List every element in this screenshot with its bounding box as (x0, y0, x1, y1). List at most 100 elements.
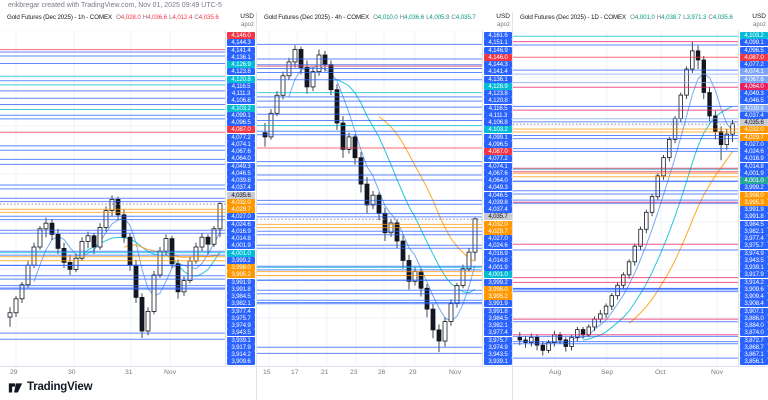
price-scale-label[interactable]: 4,144.3 (484, 61, 512, 68)
price-scale-label[interactable]: 3,995.2 (484, 293, 512, 300)
price-scale-label[interactable]: 3,999.2 (740, 184, 768, 192)
price-scale-label[interactable]: 3,998.0 (227, 264, 255, 271)
price-scale-label[interactable]: 4,024.6 (740, 148, 768, 155)
price-scale-label[interactable]: 4,027.0 (227, 213, 255, 221)
price-scale-label[interactable]: 3,977.4 (740, 235, 768, 242)
price-scale-label[interactable]: 4,067.6 (484, 169, 512, 177)
price-scale-label[interactable]: 4,074.1 (740, 68, 768, 76)
price-scale-label[interactable]: 4,096.5 (227, 119, 255, 126)
price-scale-label[interactable]: 4,123.8 (484, 90, 512, 97)
price-scale-label[interactable]: 4,046.5 (227, 169, 255, 177)
price-scale-label[interactable]: 4,146.0 (227, 32, 255, 39)
price-scale-label[interactable]: 3,977.4 (227, 307, 255, 315)
price-scale-label[interactable]: 4,106.8 (484, 119, 512, 126)
price-scale-label[interactable]: 3,984.5 (227, 293, 255, 300)
price-scale-label[interactable]: 4,029.7 (484, 227, 512, 235)
chart-panel-1h[interactable]: Gold Futures (Dec 2025) - 1h - COMEX O4,0… (0, 12, 256, 400)
time-scale[interactable]: Aug Sep Oct Nov (513, 366, 768, 380)
price-scale-label[interactable]: 3,982.1 (484, 322, 512, 329)
price-scale-label[interactable]: 3,975.7 (227, 314, 255, 322)
price-scale-label[interactable]: 3,914.2 (740, 278, 768, 286)
chart-panel-4h[interactable]: Gold Futures (Dec 2025) - 4h - COMEX O4,0… (256, 12, 513, 400)
price-scale-label[interactable]: 4,077.2 (484, 155, 512, 163)
symbol-title[interactable]: Gold Futures (Dec 2025) - 1h - COMEX (7, 14, 113, 21)
price-scale-label[interactable]: 4,161.6 (484, 32, 512, 39)
price-scale-label[interactable]: 4,027.0 (740, 140, 768, 148)
price-scale-label[interactable]: 4,037.4 (227, 184, 255, 192)
price-scale-label[interactable]: 3,991.9 (227, 278, 255, 286)
price-scale-label[interactable]: 4,049.3 (484, 184, 512, 192)
price-scale-label[interactable]: 4,064.0 (484, 177, 512, 184)
price-scale-label[interactable]: 3,872.7 (740, 336, 768, 344)
price-scale-label[interactable]: 3,995.2 (227, 271, 255, 279)
price-scale-label[interactable]: 4,032.0 (740, 126, 768, 134)
price-scale-label[interactable]: 3,977.4 (484, 329, 512, 337)
symbol-title[interactable]: Gold Futures (Dec 2025) - 4h - COMEX (264, 14, 370, 21)
price-scale-label[interactable]: 3,999.2 (227, 256, 255, 264)
price-scale-label[interactable]: 4,099.1 (484, 133, 512, 141)
price-scale-label[interactable]: 3,998.0 (740, 191, 768, 199)
price-scale-label[interactable]: 3,939.1 (227, 336, 255, 344)
chart-legend[interactable]: Gold Futures (Dec 2025) - 1h - COMEX O4,0… (7, 14, 221, 26)
price-scale-label[interactable]: 4,120.8 (227, 75, 255, 83)
price-scale-label[interactable]: 4,039.8 (484, 198, 512, 206)
price-scale-label[interactable]: 4,027.0 (484, 235, 512, 242)
price-scale-label[interactable]: 4,103.2 (227, 104, 255, 112)
price-scale-label[interactable]: 3,984.5 (484, 314, 512, 322)
price-scale-label[interactable]: 4,032.0 (227, 198, 255, 206)
price-scale-label[interactable]: 3,991.8 (484, 307, 512, 315)
price-scale-label[interactable]: 4,096.5 (484, 140, 512, 148)
current-price-label[interactable]: 4,035.6 (740, 119, 768, 126)
price-scale-label[interactable]: 3,867.1 (740, 351, 768, 358)
price-scale[interactable]: 4,146.0 4,144.3 4,141.4 4,136.1 4,126.9 4,123… (225, 30, 256, 366)
price-scale-label[interactable]: 3,909.6 (227, 358, 255, 366)
chart-legend[interactable]: Gold Futures (Dec 2025) - 4h - COMEX O4,0… (264, 14, 478, 26)
price-scale[interactable]: 4,103.2 4,099.1 4,096.5 4,087.0 4,077.2 4,074… (738, 30, 768, 366)
price-scale-label[interactable]: 3,998.0 (484, 285, 512, 293)
price-scale-label[interactable]: 3,868.7 (740, 343, 768, 351)
price-scale-label[interactable]: 4,111.3 (227, 90, 255, 97)
price-scale-label[interactable]: 3,991.8 (740, 213, 768, 221)
chart-legend[interactable]: Gold Futures (Dec 2025) - 1D - COMEX O4,0… (520, 14, 734, 26)
price-scale-label[interactable]: 4,116.5 (227, 82, 255, 90)
chart-plot[interactable] (0, 30, 225, 366)
price-scale-label[interactable]: 4,136.1 (227, 53, 255, 61)
time-scale[interactable]: 15 17 21 23 26 29 Nov (257, 366, 513, 380)
price-scale-label[interactable]: 3,908.4 (740, 300, 768, 308)
price-scale-label[interactable]: 4,032.0 (484, 220, 512, 228)
price-scale-label[interactable]: 4,077.2 (740, 61, 768, 68)
price-scale-label[interactable]: 4,001.0 (740, 177, 768, 184)
price-scale-label[interactable]: 4,103.2 (740, 32, 768, 39)
price-scale-label[interactable]: 3,943.5 (227, 329, 255, 337)
chart-plot[interactable] (257, 30, 482, 366)
price-scale-label[interactable]: 3,982.1 (227, 300, 255, 308)
price-scale-label[interactable]: 4,141.4 (227, 46, 255, 54)
price-scale-label[interactable]: 4,029.7 (740, 133, 768, 141)
price-scale-label[interactable]: 3,909.6 (740, 285, 768, 293)
price-scale-label[interactable]: 4,136.1 (484, 75, 512, 83)
price-scale-label[interactable]: 3,974.9 (740, 249, 768, 257)
price-scale-label[interactable]: 4,106.8 (227, 97, 255, 105)
price-scale-label[interactable]: 3,914.2 (227, 351, 255, 358)
price-scale-label[interactable]: 4,067.6 (227, 148, 255, 155)
price-scale-label[interactable]: 4,116.5 (484, 104, 512, 112)
price-scale-label[interactable]: 4,001.0 (227, 249, 255, 257)
price-scale-label[interactable]: 3,909.4 (740, 293, 768, 300)
price-scale-label[interactable]: 3,939.1 (484, 358, 512, 366)
price-scale-label[interactable]: 4,001.0 (484, 271, 512, 279)
price-scale-label[interactable]: 4,099.1 (740, 39, 768, 47)
price-scale-label[interactable]: 3,975.7 (740, 242, 768, 250)
price-scale-label[interactable]: 4,087.0 (484, 148, 512, 155)
price-scale-label[interactable]: 4,144.3 (227, 39, 255, 47)
price-scale-label[interactable]: 4,096.5 (740, 46, 768, 54)
price-scale-label[interactable]: 3,982.1 (740, 227, 768, 235)
tradingview-logo[interactable]: TradingView (8, 378, 93, 396)
price-scale-label[interactable]: 3,984.5 (740, 220, 768, 228)
price-scale-label[interactable]: 4,046.5 (740, 97, 768, 105)
price-scale-label[interactable]: 3,991.9 (484, 300, 512, 308)
chart-plot[interactable] (513, 30, 738, 366)
price-scale-label[interactable]: 4,037.4 (484, 206, 512, 213)
price-scale-label[interactable]: 3,999.2 (484, 278, 512, 286)
symbol-title[interactable]: Gold Futures (Dec 2025) - 1D - COMEX (520, 14, 627, 21)
price-scale-label[interactable]: 4,049.3 (227, 162, 255, 170)
